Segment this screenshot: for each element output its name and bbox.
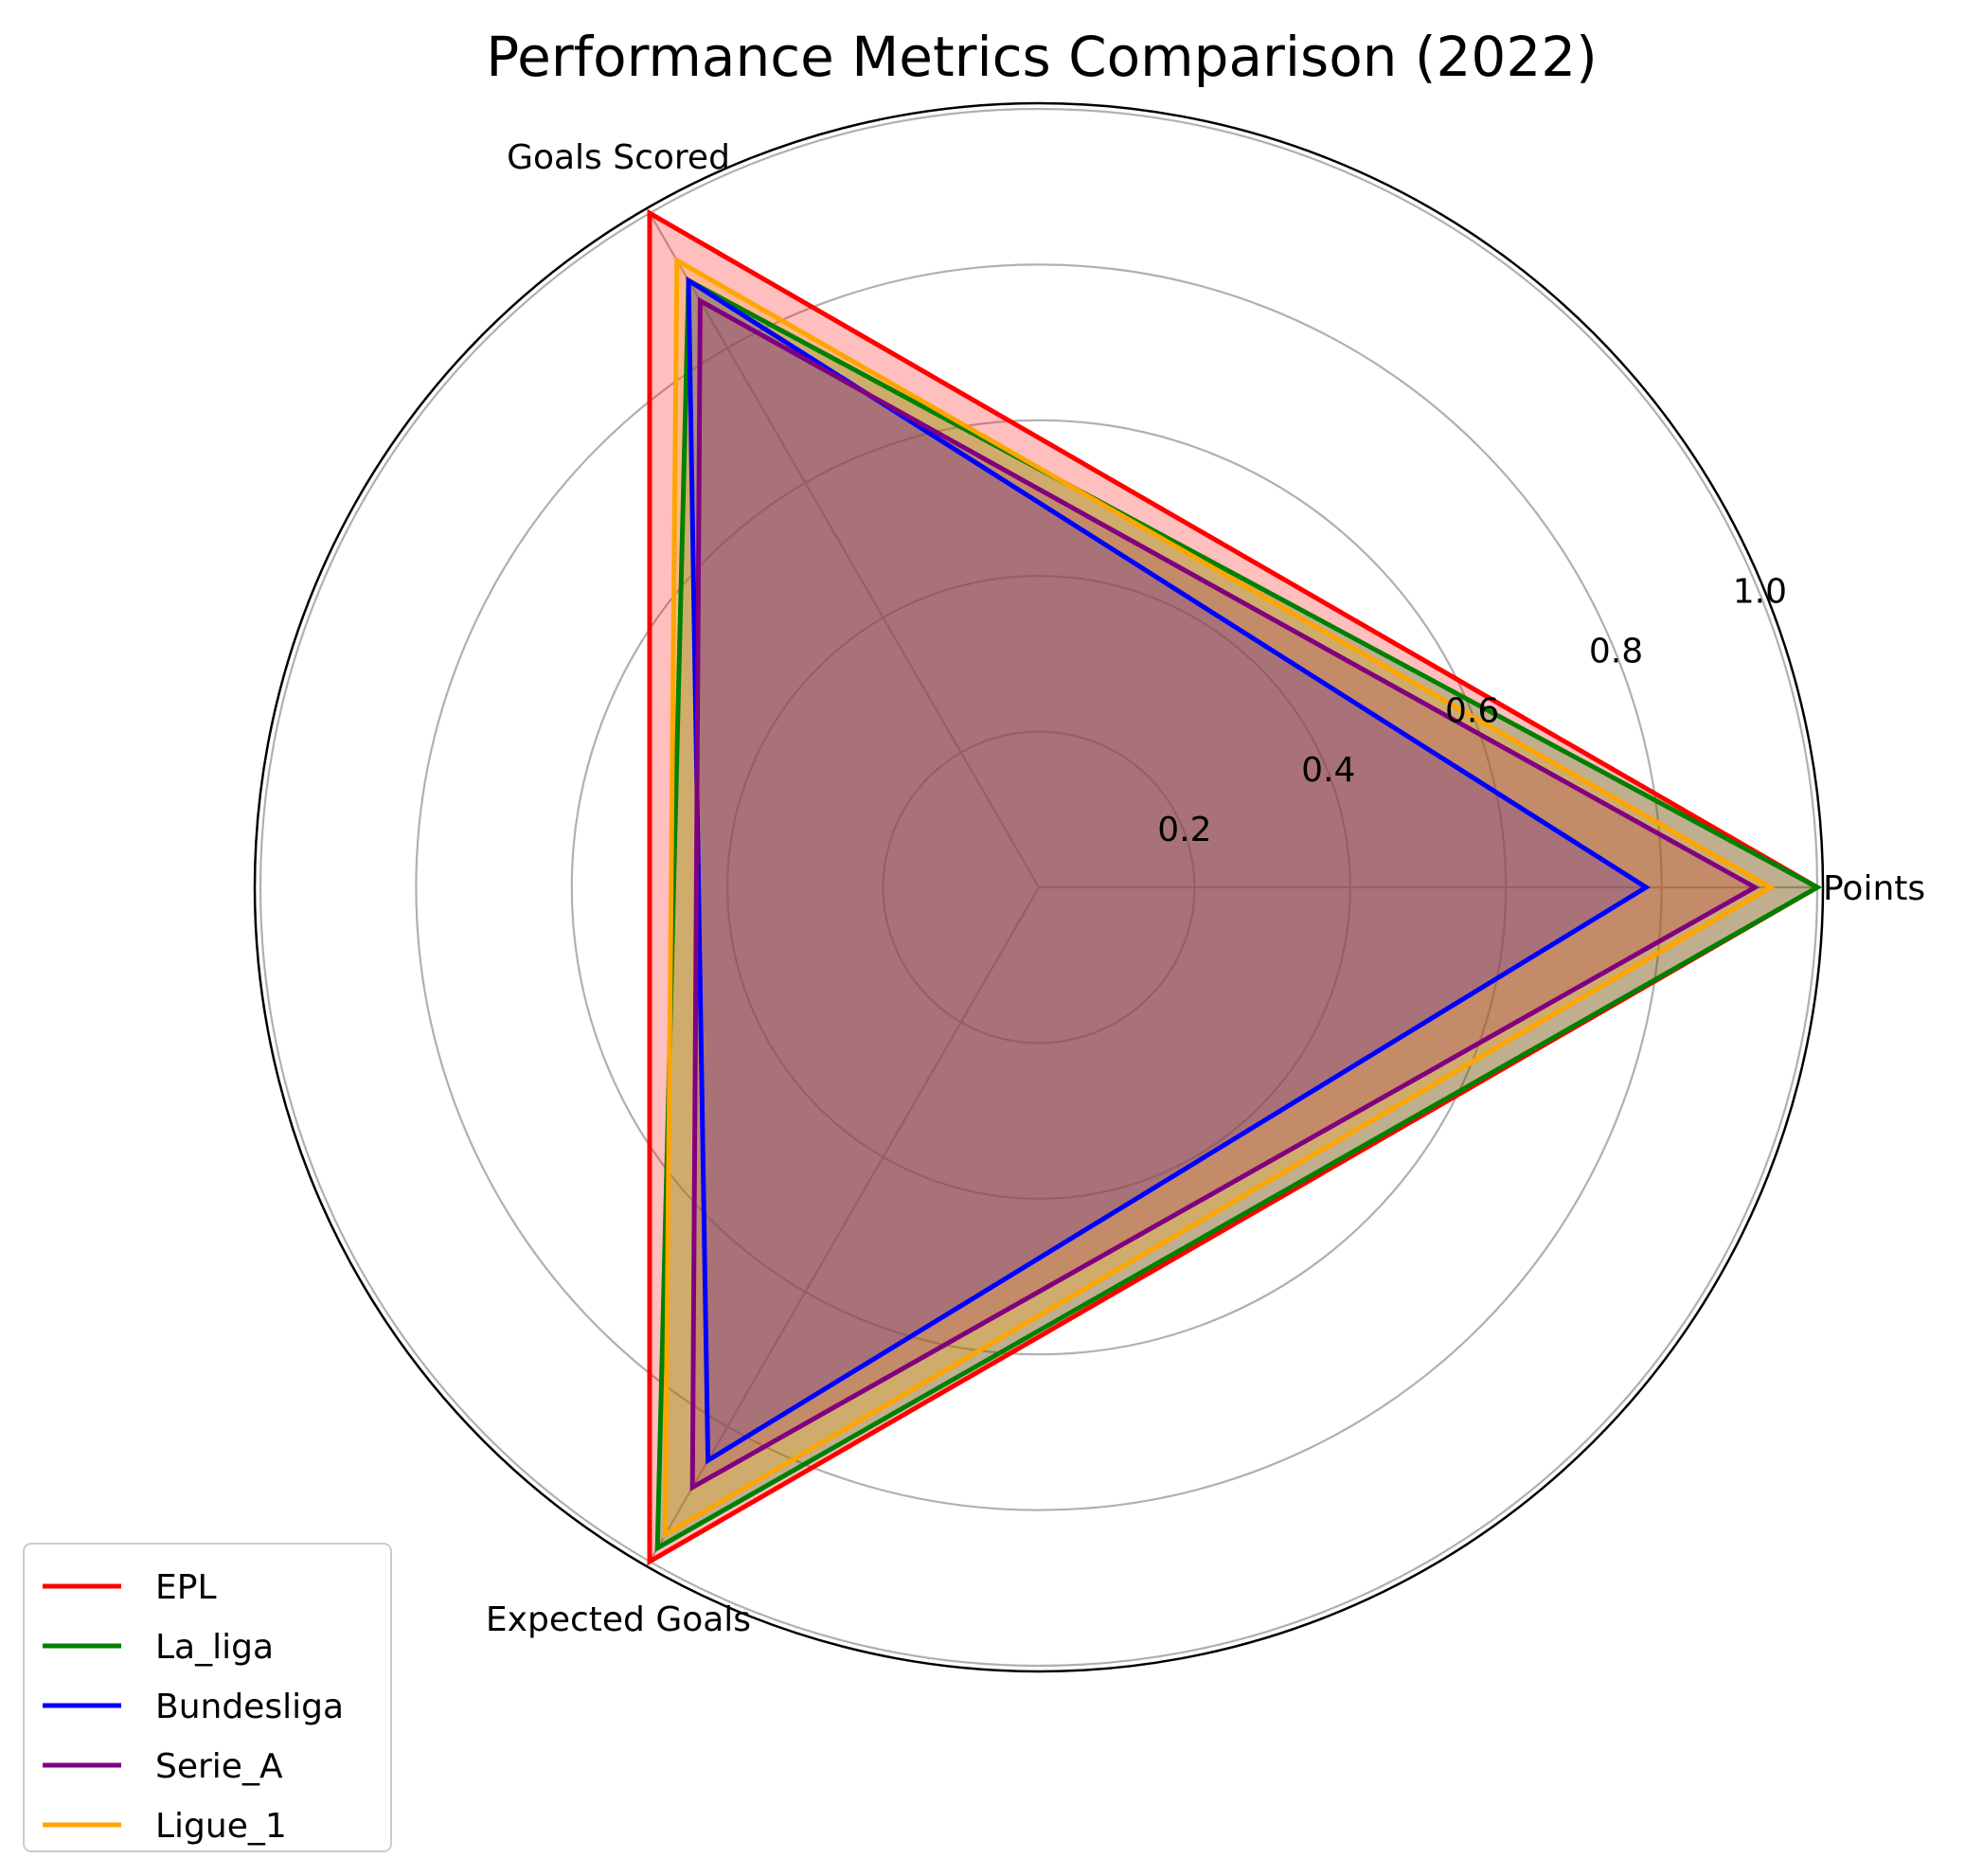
axis-labels: Points Goals Scored Expected Goals: [486, 138, 1925, 1639]
radial-tick-label-0: 0.2: [1157, 811, 1211, 849]
polar-spine: [253, 101, 1825, 1673]
radial-tick-labels: 0.2 0.4 0.6 0.8 1.0: [1157, 572, 1787, 849]
series-line-EPL: [647, 208, 1822, 1566]
radial-tick-label-3: 0.8: [1589, 632, 1643, 670]
radial-tick-label-1: 0.4: [1301, 751, 1355, 790]
radial-tick-label-2: 0.6: [1445, 691, 1499, 730]
legend-label-La_liga: La_liga: [155, 1628, 274, 1667]
legend-label-Bundesliga: Bundesliga: [155, 1688, 344, 1726]
series-layer: [647, 208, 1823, 1566]
series-line-Serie_A: [689, 296, 1760, 1492]
series-fill-La_liga: [657, 280, 1818, 1548]
legend-box: [23, 1543, 392, 1852]
polar-frame: [253, 101, 1825, 1673]
axis-label-0: Points: [1823, 869, 1925, 908]
series-fill-Serie_A: [692, 300, 1756, 1488]
legend-label-Ligue_1: Ligue_1: [155, 1807, 287, 1846]
axis-label-2: Expected Goals: [486, 1600, 751, 1639]
radial-grid: [259, 107, 1819, 1668]
legend: EPL La_liga Bundesliga Serie_A Ligue_1: [23, 1543, 392, 1852]
series-fill-EPL: [650, 213, 1817, 1562]
spoke-2: [649, 886, 1040, 1563]
spoke-1: [649, 212, 1040, 888]
series-line-Ligue_1: [662, 256, 1776, 1539]
legend-label-EPL: EPL: [155, 1568, 217, 1607]
legend-label-Serie_A: Serie_A: [155, 1747, 283, 1786]
axis-label-1: Goals Scored: [507, 138, 730, 177]
series-fill-Bundesliga: [688, 280, 1647, 1461]
series-fill-Ligue_1: [665, 260, 1771, 1535]
radial-tick-label-4: 1.0: [1733, 572, 1787, 611]
chart-title: Performance Metrics Comparison (2022): [486, 25, 1598, 89]
